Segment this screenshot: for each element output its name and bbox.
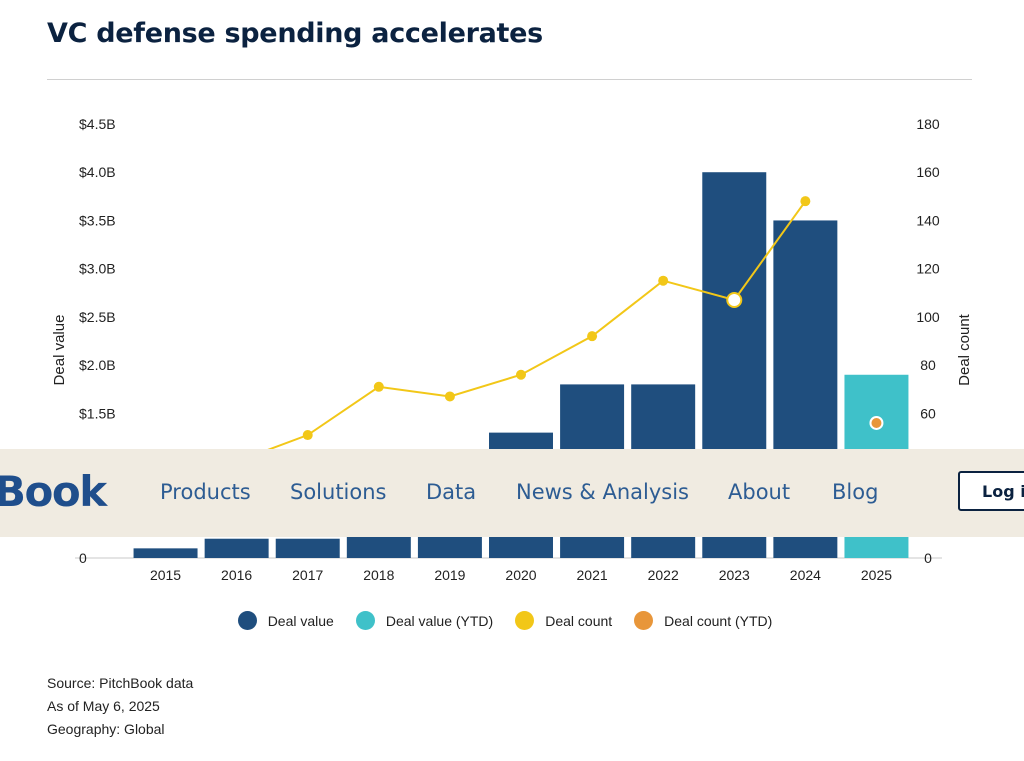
nav-news-analysis[interactable]: News & Analysis [516, 480, 689, 504]
bar-deal-value-2016 [204, 538, 269, 558]
point-deal-count-2021 [587, 331, 598, 342]
x-tick-label: 2023 [719, 567, 750, 583]
legend-swatch-deal-value-ytd [355, 611, 375, 630]
y-left-tick-label: $2.5B [79, 309, 116, 325]
y-left-tick-label: $4.5B [79, 116, 116, 132]
nav-solutions[interactable]: Solutions [290, 480, 387, 504]
x-tick-label: 2025 [861, 567, 892, 583]
title-divider [47, 79, 972, 80]
y-right-tick-label: 0 [924, 550, 932, 566]
chart-legend: Deal value Deal value (YTD) Deal count D… [0, 611, 1010, 630]
y-right-tick-label: 140 [916, 212, 940, 228]
chart-title: VC defense spending accelerates [47, 18, 543, 49]
nav-data[interactable]: Data [426, 480, 477, 504]
bar-deal-value-2018 [346, 536, 411, 558]
x-tick-label: 2020 [505, 567, 536, 583]
legend-label: Deal count [545, 612, 613, 629]
nav-products[interactable]: Products [160, 480, 251, 504]
point-deal-count-ytd-2025 [869, 415, 884, 430]
y-right-tick-label: 180 [916, 116, 940, 132]
brand-logo[interactable]: Book [0, 467, 107, 516]
legend-label: Deal value [267, 612, 334, 629]
y-right-tick-label: 160 [916, 164, 940, 180]
x-tick-label: 2018 [363, 567, 394, 583]
x-tick-label: 2015 [150, 567, 181, 583]
x-tick-label: 2024 [790, 567, 821, 583]
x-tick-label: 2022 [648, 567, 679, 583]
y-left-tick-label: $4.0B [79, 164, 116, 180]
point-deal-count-2024 [800, 196, 811, 207]
point-deal-count-2022 [658, 275, 669, 286]
y-right-tick-label: 80 [920, 357, 936, 373]
x-tick-label: 2021 [577, 567, 608, 583]
y-left-tick-label: $1.5B [79, 405, 116, 421]
bar-deal-value-2019 [417, 536, 482, 558]
y-left-tick-label: $3.5B [79, 212, 116, 228]
point-deal-count-2019 [444, 391, 455, 402]
as-of-line: As of May 6, 2025 [47, 698, 160, 714]
bar-deal-value-2017 [275, 538, 340, 558]
point-deal-count-2018 [373, 381, 384, 392]
legend-label: Deal count (YTD) [664, 612, 773, 629]
x-tick-label: 2019 [434, 567, 465, 583]
point-deal-count-2017 [302, 430, 313, 441]
legend-item-deal-count[interactable]: Deal count [515, 611, 612, 630]
y-right-tick-label: 100 [916, 309, 940, 325]
legend-item-deal-value[interactable]: Deal value [237, 611, 334, 630]
y-right-tick-label: 60 [920, 405, 936, 421]
y-left-axis-title: Deal value [51, 315, 68, 386]
bar-deal-value-2015 [133, 548, 198, 558]
legend-swatch-deal-count-ytd [634, 611, 654, 630]
geography-line: Geography: Global [47, 721, 165, 737]
y-left-tick-label: $2.0B [79, 357, 116, 373]
y-right-axis-title: Deal count [956, 313, 973, 386]
x-tick-label: 2016 [221, 567, 252, 583]
legend-item-deal-count-ytd[interactable]: Deal count (YTD) [634, 611, 772, 630]
site-navbar: Book Products Solutions Data News & Anal… [0, 449, 1024, 537]
legend-item-deal-value-ytd[interactable]: Deal value (YTD) [355, 611, 494, 630]
legend-label: Deal value (YTD) [385, 612, 494, 629]
login-button[interactable]: Log in [958, 471, 1024, 511]
nav-about[interactable]: About [728, 480, 791, 504]
y-left-tick-label: $3.0B [79, 261, 116, 277]
legend-swatch-deal-value [237, 611, 257, 630]
x-tick-label: 2017 [292, 567, 323, 583]
y-right-tick-label: 120 [916, 261, 940, 277]
nav-blog[interactable]: Blog [832, 480, 879, 504]
legend-swatch-deal-count [515, 611, 535, 630]
y-left-tick-label: 0 [79, 550, 87, 566]
source-line: Source: PitchBook data [47, 675, 194, 691]
point-deal-count-2020 [516, 369, 526, 380]
point-deal-count-2023-highlight [726, 292, 743, 309]
source-notes: Source: PitchBook data As of May 6, 2025… [47, 672, 193, 741]
